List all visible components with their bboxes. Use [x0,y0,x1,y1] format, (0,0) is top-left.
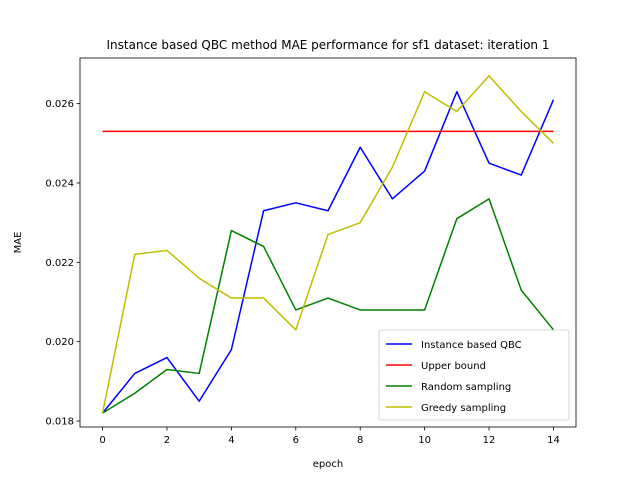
y-tick-label: 0.026 [45,99,74,110]
x-axis: 0 2 4 6 8 10 12 14 [99,427,560,446]
y-tick-label: 0.018 [45,417,74,428]
x-tick-label: 4 [228,435,234,446]
y-axis: 0.018 0.020 0.022 0.024 0.026 [45,99,80,428]
legend: Instance based QBC Upper bound Random samp… [378,329,570,421]
x-tick-label: 8 [357,435,363,446]
x-tick-label: 6 [293,435,299,446]
x-tick-label: 12 [483,435,496,446]
x-tick-label: 0 [99,435,105,446]
y-tick-label: 0.022 [45,258,74,269]
x-tick-label: 10 [418,435,431,446]
y-tick-label: 0.020 [45,337,74,348]
legend-label: Random sampling [421,382,511,393]
series-layer [101,75,555,414]
legend-label: Upper bound [421,361,486,372]
x-tick-label: 14 [547,435,560,446]
x-axis-label: epoch [313,459,343,470]
legend-box [378,329,570,421]
y-axis-label: MAE [13,232,24,254]
series-line-1 [101,90,555,414]
axes-frame [79,57,577,428]
chart-title: Instance based QBC method MAE performanc… [107,38,550,52]
legend-label: Instance based QBC [421,340,522,351]
series-line-4 [101,75,554,414]
y-tick-label: 0.024 [45,178,74,189]
x-tick-label: 2 [164,435,170,446]
series-line-3 [102,198,555,414]
legend-label: Greedy sampling [421,403,506,414]
